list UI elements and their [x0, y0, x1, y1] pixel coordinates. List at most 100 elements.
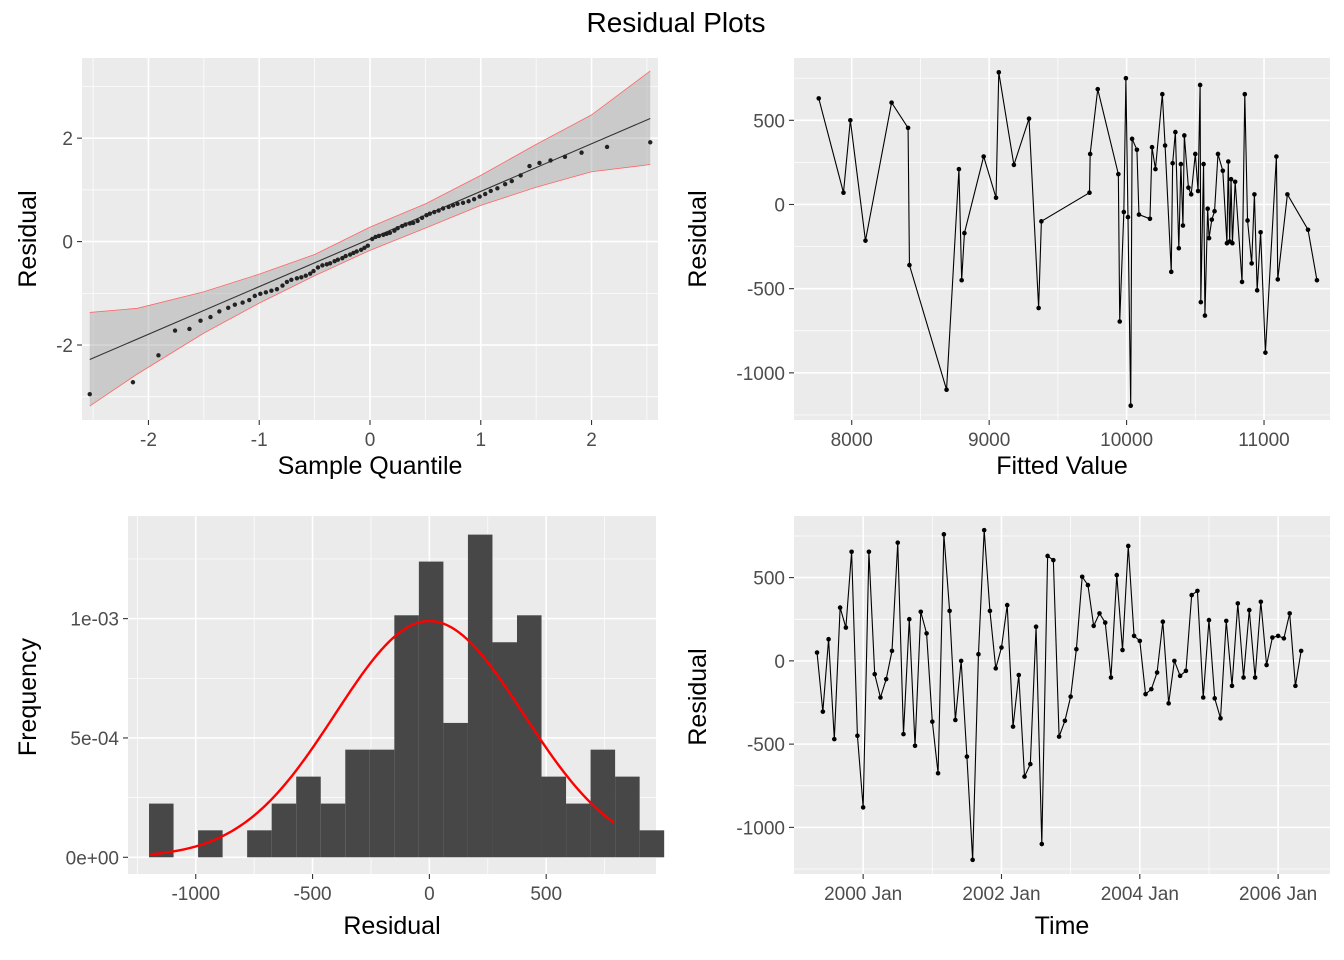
residual-point — [1051, 557, 1056, 563]
x-tick-label: 8000 — [831, 430, 873, 451]
residual-point — [1056, 734, 1062, 739]
residual-point — [912, 743, 918, 749]
residual-point — [1011, 162, 1017, 168]
qq-point — [284, 279, 290, 285]
qq-point — [294, 276, 300, 281]
qq-point — [518, 173, 523, 178]
residual-point — [1254, 288, 1260, 293]
residual-point — [1087, 190, 1092, 195]
x-tick-label: 9000 — [968, 430, 1010, 451]
residual-point — [1121, 209, 1127, 215]
residual-point — [1045, 553, 1050, 559]
qq-point — [247, 297, 252, 303]
qq-point — [403, 222, 408, 227]
qq-point — [208, 314, 213, 320]
y-tick-label: 2 — [62, 129, 73, 150]
qq-point — [381, 232, 386, 238]
y-tick-label: -2 — [56, 336, 73, 357]
residual-point — [1033, 624, 1039, 630]
residual-point — [849, 549, 854, 555]
residual-point — [1195, 588, 1200, 594]
residual-point — [1160, 619, 1166, 625]
qq-point — [436, 208, 441, 213]
residual-point — [1246, 607, 1252, 613]
histogram-bar — [467, 534, 493, 858]
residual-point — [1176, 245, 1182, 251]
residual-point — [1258, 599, 1264, 605]
histogram-bar — [345, 749, 370, 858]
residual-point — [1173, 129, 1178, 135]
qq-point — [172, 328, 178, 333]
residual-point — [1178, 161, 1184, 167]
residual-point — [1195, 188, 1201, 194]
qq-point — [315, 265, 321, 270]
residual-point — [947, 608, 952, 614]
residual-point — [953, 717, 958, 723]
qq-point — [527, 163, 532, 169]
qq-point — [280, 283, 285, 288]
qq-point — [252, 293, 257, 299]
qq-point — [466, 199, 471, 204]
residual-point — [883, 676, 889, 682]
residual-point — [1298, 648, 1304, 654]
histogram-bar — [615, 776, 640, 858]
residual-point — [1180, 223, 1186, 228]
histogram-bar — [149, 803, 174, 858]
residual-point — [906, 616, 912, 622]
residual-point — [895, 540, 901, 545]
residual-point — [1026, 116, 1032, 121]
qq-point — [424, 213, 429, 218]
residual-point — [956, 166, 962, 172]
residual-point — [1172, 658, 1177, 664]
residual-point — [1125, 543, 1131, 549]
residual-point — [863, 238, 868, 243]
y-tick-label: -500 — [747, 735, 785, 756]
y-tick-label: -1000 — [736, 364, 785, 385]
x-tick-label: -500 — [294, 884, 332, 905]
qq-point — [432, 209, 437, 215]
histogram-bar — [566, 803, 591, 858]
residual-point — [843, 625, 849, 630]
qq-point — [387, 230, 393, 235]
residual-point — [1074, 646, 1079, 652]
x-axis-title: Residual — [343, 912, 440, 940]
residual-point — [1229, 683, 1235, 689]
residual-point — [981, 527, 987, 533]
x-tick-label: 0 — [424, 884, 435, 905]
qq-point — [263, 290, 269, 295]
residual-point — [1095, 86, 1101, 92]
figure-title: Residual Plots — [587, 7, 766, 38]
residual-point — [1263, 350, 1268, 355]
x-tick-label: 0 — [365, 430, 376, 451]
qq-point — [362, 245, 367, 250]
residual-point — [1186, 185, 1191, 190]
qq-point — [373, 234, 378, 240]
histogram-bar — [247, 830, 272, 858]
residual-point — [1087, 151, 1093, 157]
qq-point — [217, 309, 222, 314]
residual-point — [1270, 635, 1275, 640]
confidence-band-lower — [89, 164, 651, 407]
histogram-bar — [369, 749, 395, 858]
residual-point — [996, 70, 1002, 75]
residual-point — [901, 731, 906, 737]
qq-point — [502, 181, 508, 187]
residual-vs-time-panel: 2000 Jan 2002 Jan 2004 Jan 2006 Jan -1000 -50… — [684, 516, 1330, 940]
residual-point — [1206, 235, 1212, 241]
residual-point — [1249, 261, 1254, 266]
histogram-bar — [541, 776, 567, 858]
x-tick-label: -2 — [140, 430, 157, 451]
histogram-bar — [394, 615, 419, 858]
residual-point — [1166, 701, 1171, 706]
residual-point — [1085, 582, 1091, 588]
residual-vs-fitted-panel: 8000 9000 10000 11000 -1000 -500 0 500 Fitted Va… — [684, 58, 1330, 480]
residual-point — [1091, 623, 1096, 629]
residual-point — [1223, 618, 1229, 624]
qq-point — [358, 247, 364, 253]
residual-point — [1010, 724, 1016, 729]
residual-point — [1212, 696, 1218, 701]
residual-point — [1117, 319, 1123, 324]
qq-plot-panel: -2 -1 0 1 2 -2 0 2 Sample Quantile Residual — [14, 58, 658, 480]
qq-point — [537, 160, 542, 166]
y-axis-title: Residual — [684, 648, 712, 745]
